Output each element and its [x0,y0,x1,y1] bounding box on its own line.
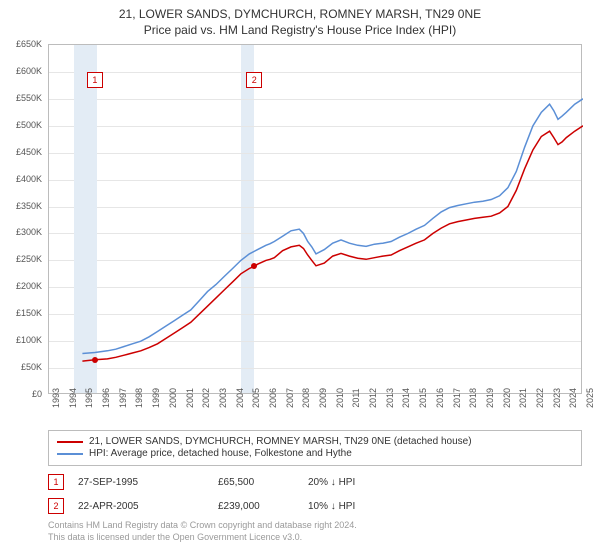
x-axis-label: 2002 [201,388,211,408]
chart-svg [49,45,583,395]
x-axis-label: 1999 [151,388,161,408]
y-axis-label: £550K [2,93,42,103]
transaction-price: £65,500 [218,477,308,488]
x-axis-label: 2019 [485,388,495,408]
y-axis-label: £200K [2,281,42,291]
transaction-marker: 1 [48,474,64,490]
y-axis-label: £300K [2,227,42,237]
event-marker-dot [92,357,98,363]
y-axis-label: £450K [2,147,42,157]
transaction-pct: 20% ↓ HPI [308,477,428,488]
chart-title-address: 21, LOWER SANDS, DYMCHURCH, ROMNEY MARSH… [0,6,600,22]
series-line-hpi [82,99,583,354]
legend-swatch [57,441,83,443]
chart-title-subtitle: Price paid vs. HM Land Registry's House … [0,22,600,38]
x-axis-label: 2009 [318,388,328,408]
transaction-date: 22-APR-2005 [78,501,218,512]
y-axis-label: £600K [2,66,42,76]
x-axis-label: 1998 [134,388,144,408]
attribution-line-2: This data is licensed under the Open Gov… [48,532,582,544]
legend-row: 21, LOWER SANDS, DYMCHURCH, ROMNEY MARSH… [57,436,573,447]
y-axis-label: £650K [2,39,42,49]
x-axis-label: 2007 [285,388,295,408]
x-axis-label: 2005 [251,388,261,408]
x-axis-label: 1995 [84,388,94,408]
x-axis-label: 2004 [235,388,245,408]
legend-box: 21, LOWER SANDS, DYMCHURCH, ROMNEY MARSH… [48,430,582,466]
x-axis-label: 2014 [401,388,411,408]
legend-row: HPI: Average price, detached house, Folk… [57,448,573,459]
legend-label: HPI: Average price, detached house, Folk… [89,448,352,459]
attribution-line-1: Contains HM Land Registry data © Crown c… [48,520,582,532]
x-axis-label: 2001 [185,388,195,408]
x-axis-label: 2020 [502,388,512,408]
x-axis-label: 2021 [518,388,528,408]
x-axis-label: 2010 [335,388,345,408]
transactions-table: 1 27-SEP-1995£65,50020% ↓ HPI 2 22-APR-2005… [48,470,582,518]
y-axis-label: £0 [2,389,42,399]
x-axis-label: 2022 [535,388,545,408]
legend-swatch [57,453,83,455]
y-axis-label: £250K [2,254,42,264]
x-axis-label: 2025 [585,388,595,408]
x-axis-label: 2012 [368,388,378,408]
event-marker-box: 1 [87,72,103,88]
x-axis-label: 2008 [301,388,311,408]
transaction-row: 1 27-SEP-1995£65,50020% ↓ HPI [48,470,582,494]
x-axis-label: 2003 [218,388,228,408]
transaction-row: 2 22-APR-2005£239,00010% ↓ HPI [48,494,582,518]
x-axis-label: 2015 [418,388,428,408]
event-marker-dot [251,263,257,269]
y-axis-label: £50K [2,362,42,372]
event-marker-box: 2 [246,72,262,88]
x-axis-label: 2018 [468,388,478,408]
y-axis-label: £150K [2,308,42,318]
y-axis-label: £400K [2,174,42,184]
x-axis-label: 2011 [351,388,361,407]
y-axis-label: £100K [2,335,42,345]
x-axis-label: 1997 [118,388,128,408]
x-axis-label: 2016 [435,388,445,408]
x-axis-label: 2017 [452,388,462,408]
x-axis-label: 1993 [51,388,61,408]
x-axis-label: 1996 [101,388,111,408]
attribution-text: Contains HM Land Registry data © Crown c… [48,520,582,543]
x-axis-label: 1994 [68,388,78,408]
x-axis-label: 2023 [552,388,562,408]
chart-plot-area: 12 £0£50K£100K£150K£200K£250K£300K£350K£… [48,44,582,394]
x-axis-label: 2006 [268,388,278,408]
x-axis-label: 2000 [168,388,178,408]
legend-label: 21, LOWER SANDS, DYMCHURCH, ROMNEY MARSH… [89,436,472,447]
x-axis-label: 2024 [568,388,578,408]
y-axis-label: £500K [2,120,42,130]
y-axis-label: £350K [2,201,42,211]
transaction-marker: 2 [48,498,64,514]
transaction-pct: 10% ↓ HPI [308,501,428,512]
transaction-price: £239,000 [218,501,308,512]
transaction-date: 27-SEP-1995 [78,477,218,488]
x-axis-label: 2013 [385,388,395,408]
